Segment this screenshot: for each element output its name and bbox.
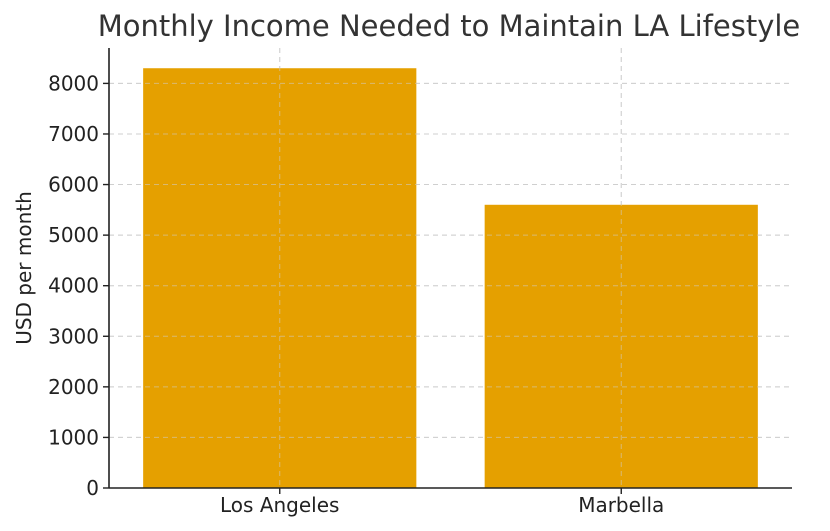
y-axis-label: USD per month	[12, 191, 36, 345]
y-tick-label: 4000	[48, 274, 99, 298]
x-tick-label: Los Angeles	[220, 493, 339, 517]
y-tick-label: 0	[86, 476, 99, 500]
grid-overlay	[109, 48, 792, 488]
y-tick-label: 1000	[48, 425, 99, 449]
chart-title: Monthly Income Needed to Maintain LA Lif…	[98, 9, 801, 43]
y-tick-label: 5000	[48, 223, 99, 247]
bars	[143, 68, 758, 488]
y-tick-label: 6000	[48, 173, 99, 197]
axes: 0 1000 2000 3000 4000 5000 6000 7000 8000 Los Ang…	[48, 48, 792, 517]
y-tick-label: 7000	[48, 122, 99, 146]
y-tick-label: 2000	[48, 375, 99, 399]
x-tick-label: Marbella	[578, 493, 664, 517]
y-tick-label: 8000	[48, 71, 99, 95]
y-tick-label: 3000	[48, 324, 99, 348]
